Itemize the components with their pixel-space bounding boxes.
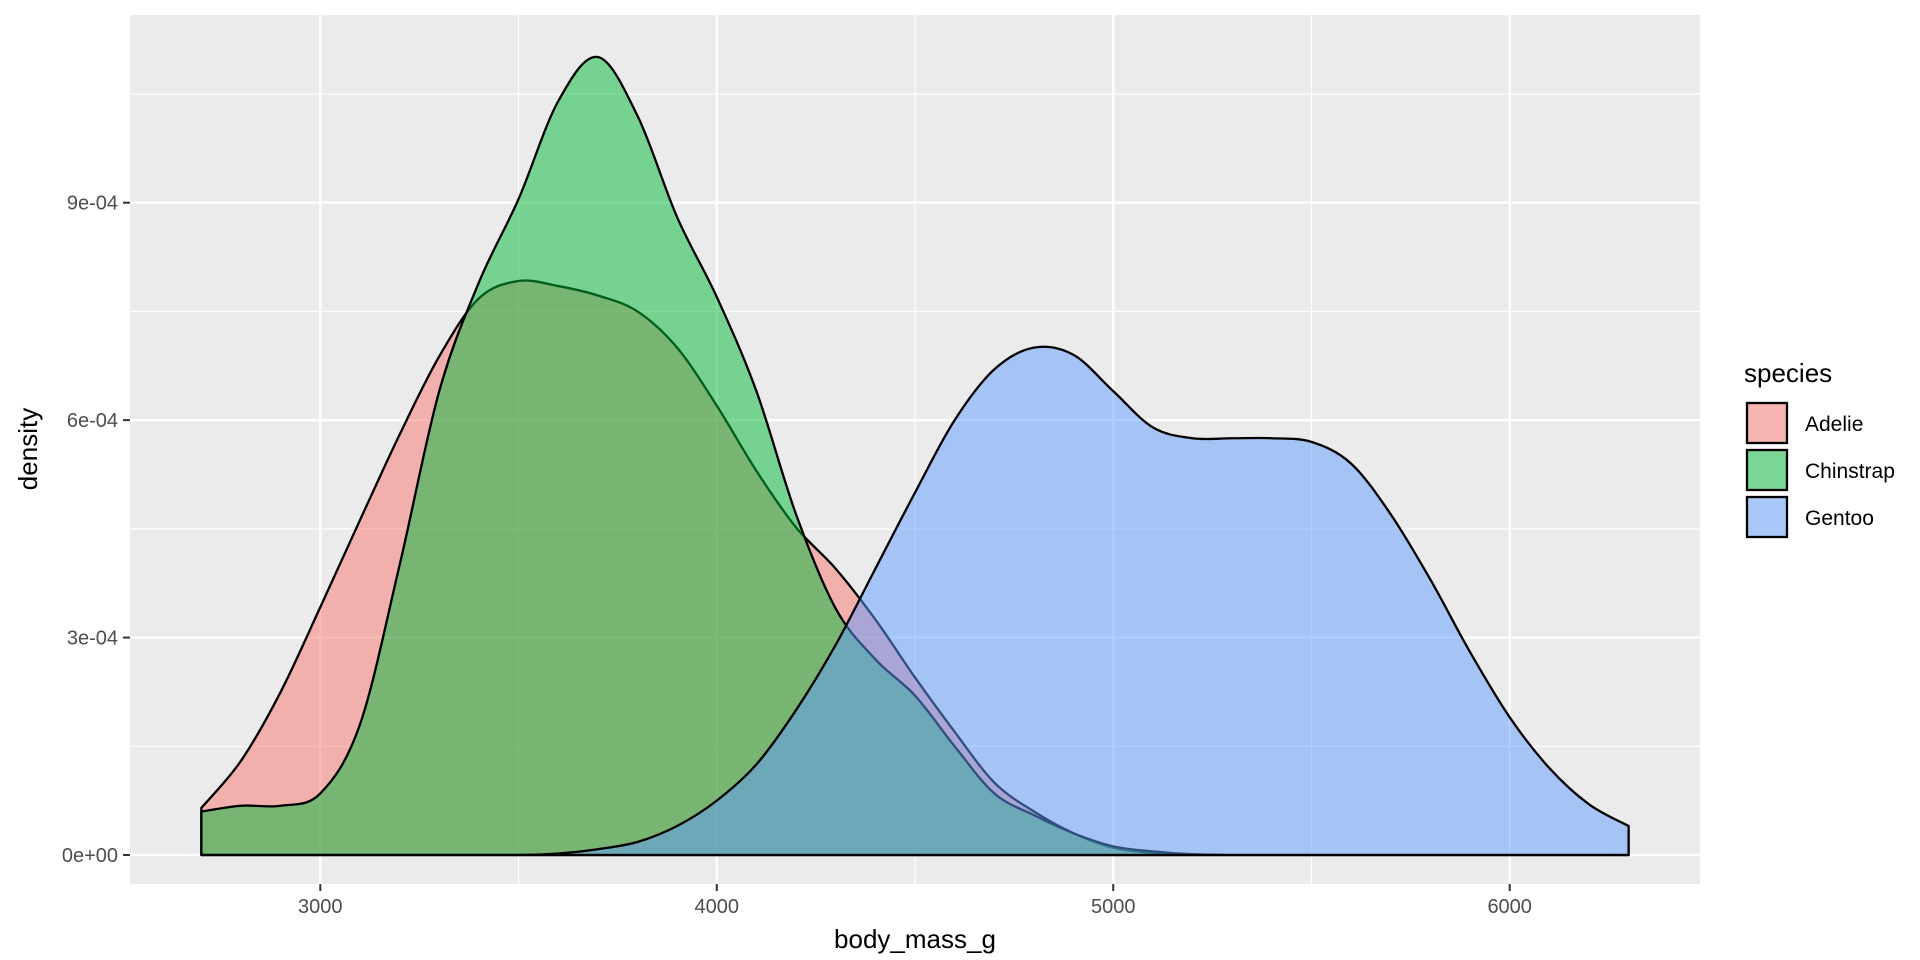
y-tick-label: 6e-04 bbox=[67, 410, 118, 432]
legend-label-adelie: Adelie bbox=[1805, 413, 1863, 436]
legend: species Adelie Chinstrap Gentoo bbox=[1744, 358, 1895, 539]
y-tick-label: 3e-04 bbox=[67, 628, 118, 650]
density-outline-gentoo bbox=[200, 345, 1630, 857]
x-tick-label: 6000 bbox=[1487, 896, 1532, 918]
y-tick-label: 9e-04 bbox=[67, 193, 118, 215]
x-tick-label: 3000 bbox=[298, 896, 343, 918]
axes: 3000 4000 5000 6000 0e+00 3e-04 6e-04 9e-04 bbox=[62, 193, 1532, 918]
legend-label-chinstrap: Chinstrap bbox=[1805, 460, 1895, 483]
legend-key-chinstrap bbox=[1745, 448, 1789, 492]
legend-items: Adelie Chinstrap Gentoo bbox=[1745, 401, 1895, 539]
y-tick-label: 0e+00 bbox=[62, 845, 118, 867]
legend-title: species bbox=[1744, 358, 1832, 388]
legend-label-gentoo: Gentoo bbox=[1805, 507, 1874, 530]
legend-key-adelie bbox=[1745, 401, 1789, 445]
density-area-chinstrap bbox=[201, 56, 1629, 856]
y-axis-title: density bbox=[13, 408, 43, 490]
legend-key-gentoo bbox=[1745, 495, 1789, 539]
x-tick-label: 4000 bbox=[695, 896, 740, 918]
x-tick-label: 5000 bbox=[1091, 896, 1136, 918]
density-area-gentoo bbox=[201, 346, 1629, 856]
density-areas bbox=[200, 55, 1630, 857]
x-axis-title: body_mass_g bbox=[834, 924, 996, 954]
